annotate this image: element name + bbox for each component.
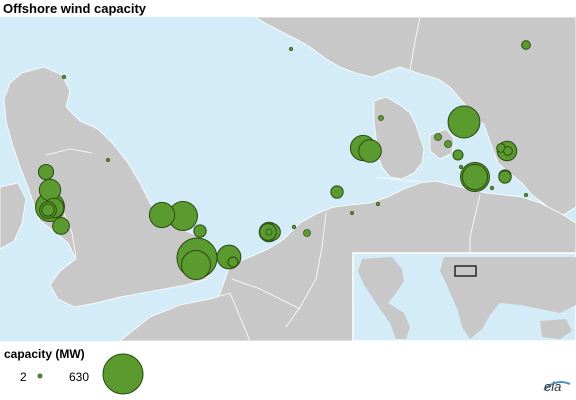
legend-max-label: 630 <box>69 370 90 384</box>
legend-min-label: 2 <box>20 370 27 384</box>
capacity-bubble-thames-d[interactable] <box>227 256 239 268</box>
eia-logo-text: eia <box>544 379 562 394</box>
border-germany-denmark <box>377 176 420 182</box>
capacity-bubble-nysted[interactable] <box>489 185 495 191</box>
capacity-bubble-denmark-w-b[interactable] <box>358 139 382 163</box>
inset-land-australia <box>540 319 572 339</box>
border-belgium-france <box>231 278 301 310</box>
capacity-bubble-germany-a[interactable] <box>350 211 354 215</box>
inset-land-americas <box>358 257 410 339</box>
land-scandinavia <box>254 17 576 218</box>
map-svg <box>0 17 576 341</box>
border-netherlands-germany <box>285 212 327 328</box>
capacity-bubble-baltic-ne[interactable] <box>521 40 531 50</box>
capacity-bubble-rodsand-b[interactable] <box>461 163 489 191</box>
eia-logo-icon <box>543 381 571 391</box>
capacity-bubbles <box>35 40 531 280</box>
capacity-bubble-north-sea-a[interactable] <box>61 74 67 80</box>
capacity-bubble-baltic-b[interactable] <box>503 146 513 156</box>
capacity-bubble-solway-a[interactable] <box>38 178 62 202</box>
inset-focus-box <box>454 265 477 277</box>
border-norway-sweden <box>409 17 421 72</box>
border-england-scotland <box>45 148 93 156</box>
capacity-bubble-bornholm[interactable] <box>524 193 528 197</box>
capacity-bubble-kalmar[interactable] <box>452 149 464 161</box>
capacity-bubble-ijsselmeer[interactable] <box>303 229 311 237</box>
capacity-bubble-germany-b[interactable] <box>376 202 380 206</box>
capacity-bubble-solway-b[interactable] <box>37 163 55 181</box>
capacity-bubble-shetland[interactable] <box>289 47 293 51</box>
capacity-bubble-anholt[interactable] <box>447 105 481 139</box>
map-title: Offshore wind capacity <box>3 1 147 16</box>
capacity-bubble-samso[interactable] <box>434 133 442 141</box>
capacity-bubble-wadden[interactable] <box>291 224 297 230</box>
capacity-bubble-kattegat[interactable] <box>444 140 452 148</box>
capacity-bubble-horns-rev[interactable] <box>330 185 344 199</box>
land-ireland <box>0 182 27 250</box>
capacity-bubble-thames-b[interactable] <box>181 250 211 280</box>
land-great-britain <box>3 66 217 308</box>
inset-land-eurasia-africa <box>440 257 576 339</box>
capacity-bubble-wash[interactable] <box>193 224 207 238</box>
legend-max-bubble <box>102 353 144 395</box>
capacity-bubble-liverpool-c[interactable] <box>52 217 70 235</box>
capacity-bubble-wales-b[interactable] <box>41 203 55 217</box>
capacity-bubble-belgium-b[interactable] <box>265 228 273 236</box>
legend-min-bubble <box>37 373 43 379</box>
capacity-bubble-lincs-a[interactable] <box>148 201 176 229</box>
capacity-bubble-tees[interactable] <box>106 158 110 162</box>
land-france <box>119 292 251 341</box>
capacity-bubble-funen[interactable] <box>458 164 464 170</box>
map-frame[interactable] <box>0 17 576 341</box>
inset-map[interactable] <box>352 252 576 341</box>
legend-title: capacity (MW) <box>4 347 85 361</box>
capacity-bubble-skagerrak[interactable] <box>378 115 384 121</box>
capacity-bubble-baltic-s[interactable] <box>498 170 512 184</box>
